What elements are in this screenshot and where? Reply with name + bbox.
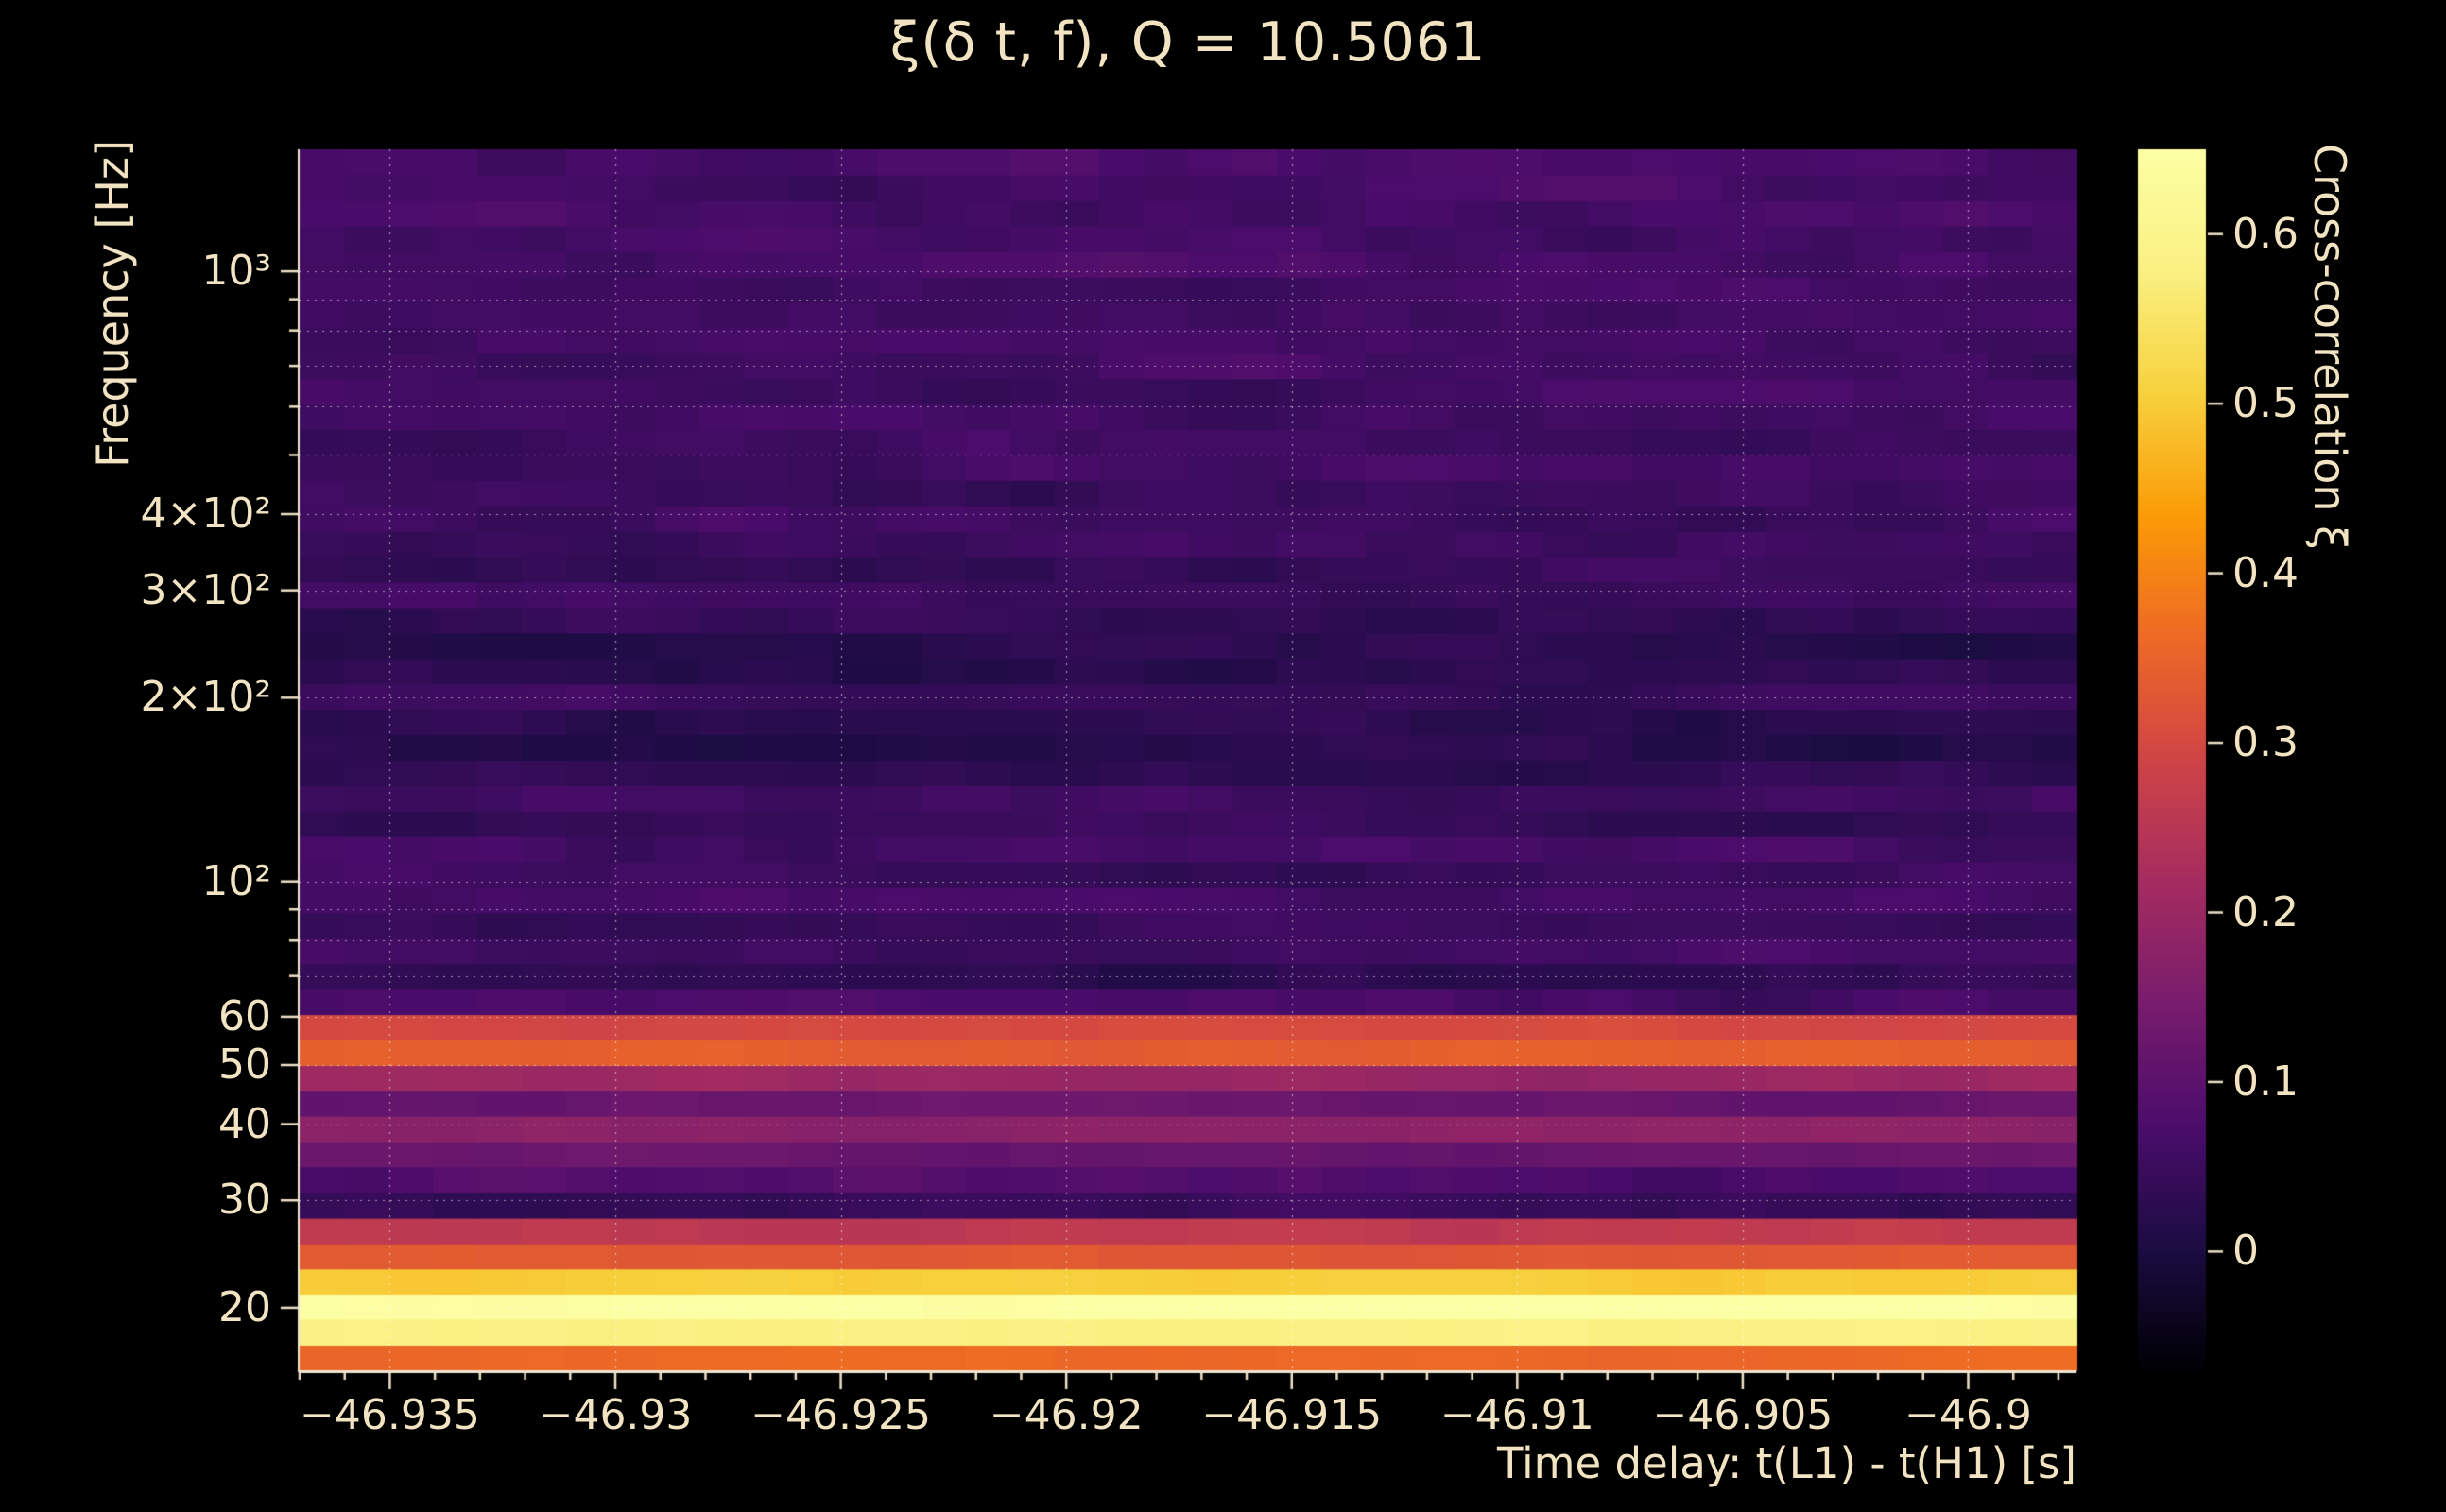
colorbar-label: Cross-correlation ξ	[2304, 144, 2355, 550]
y-axis-label: Frequency [Hz]	[87, 140, 138, 468]
x-axis-label: Time delay: t(L1) - t(H1) [s]	[1497, 1438, 2076, 1488]
plot-title: ξ(δ t, f), Q = 10.5061	[889, 11, 1487, 74]
